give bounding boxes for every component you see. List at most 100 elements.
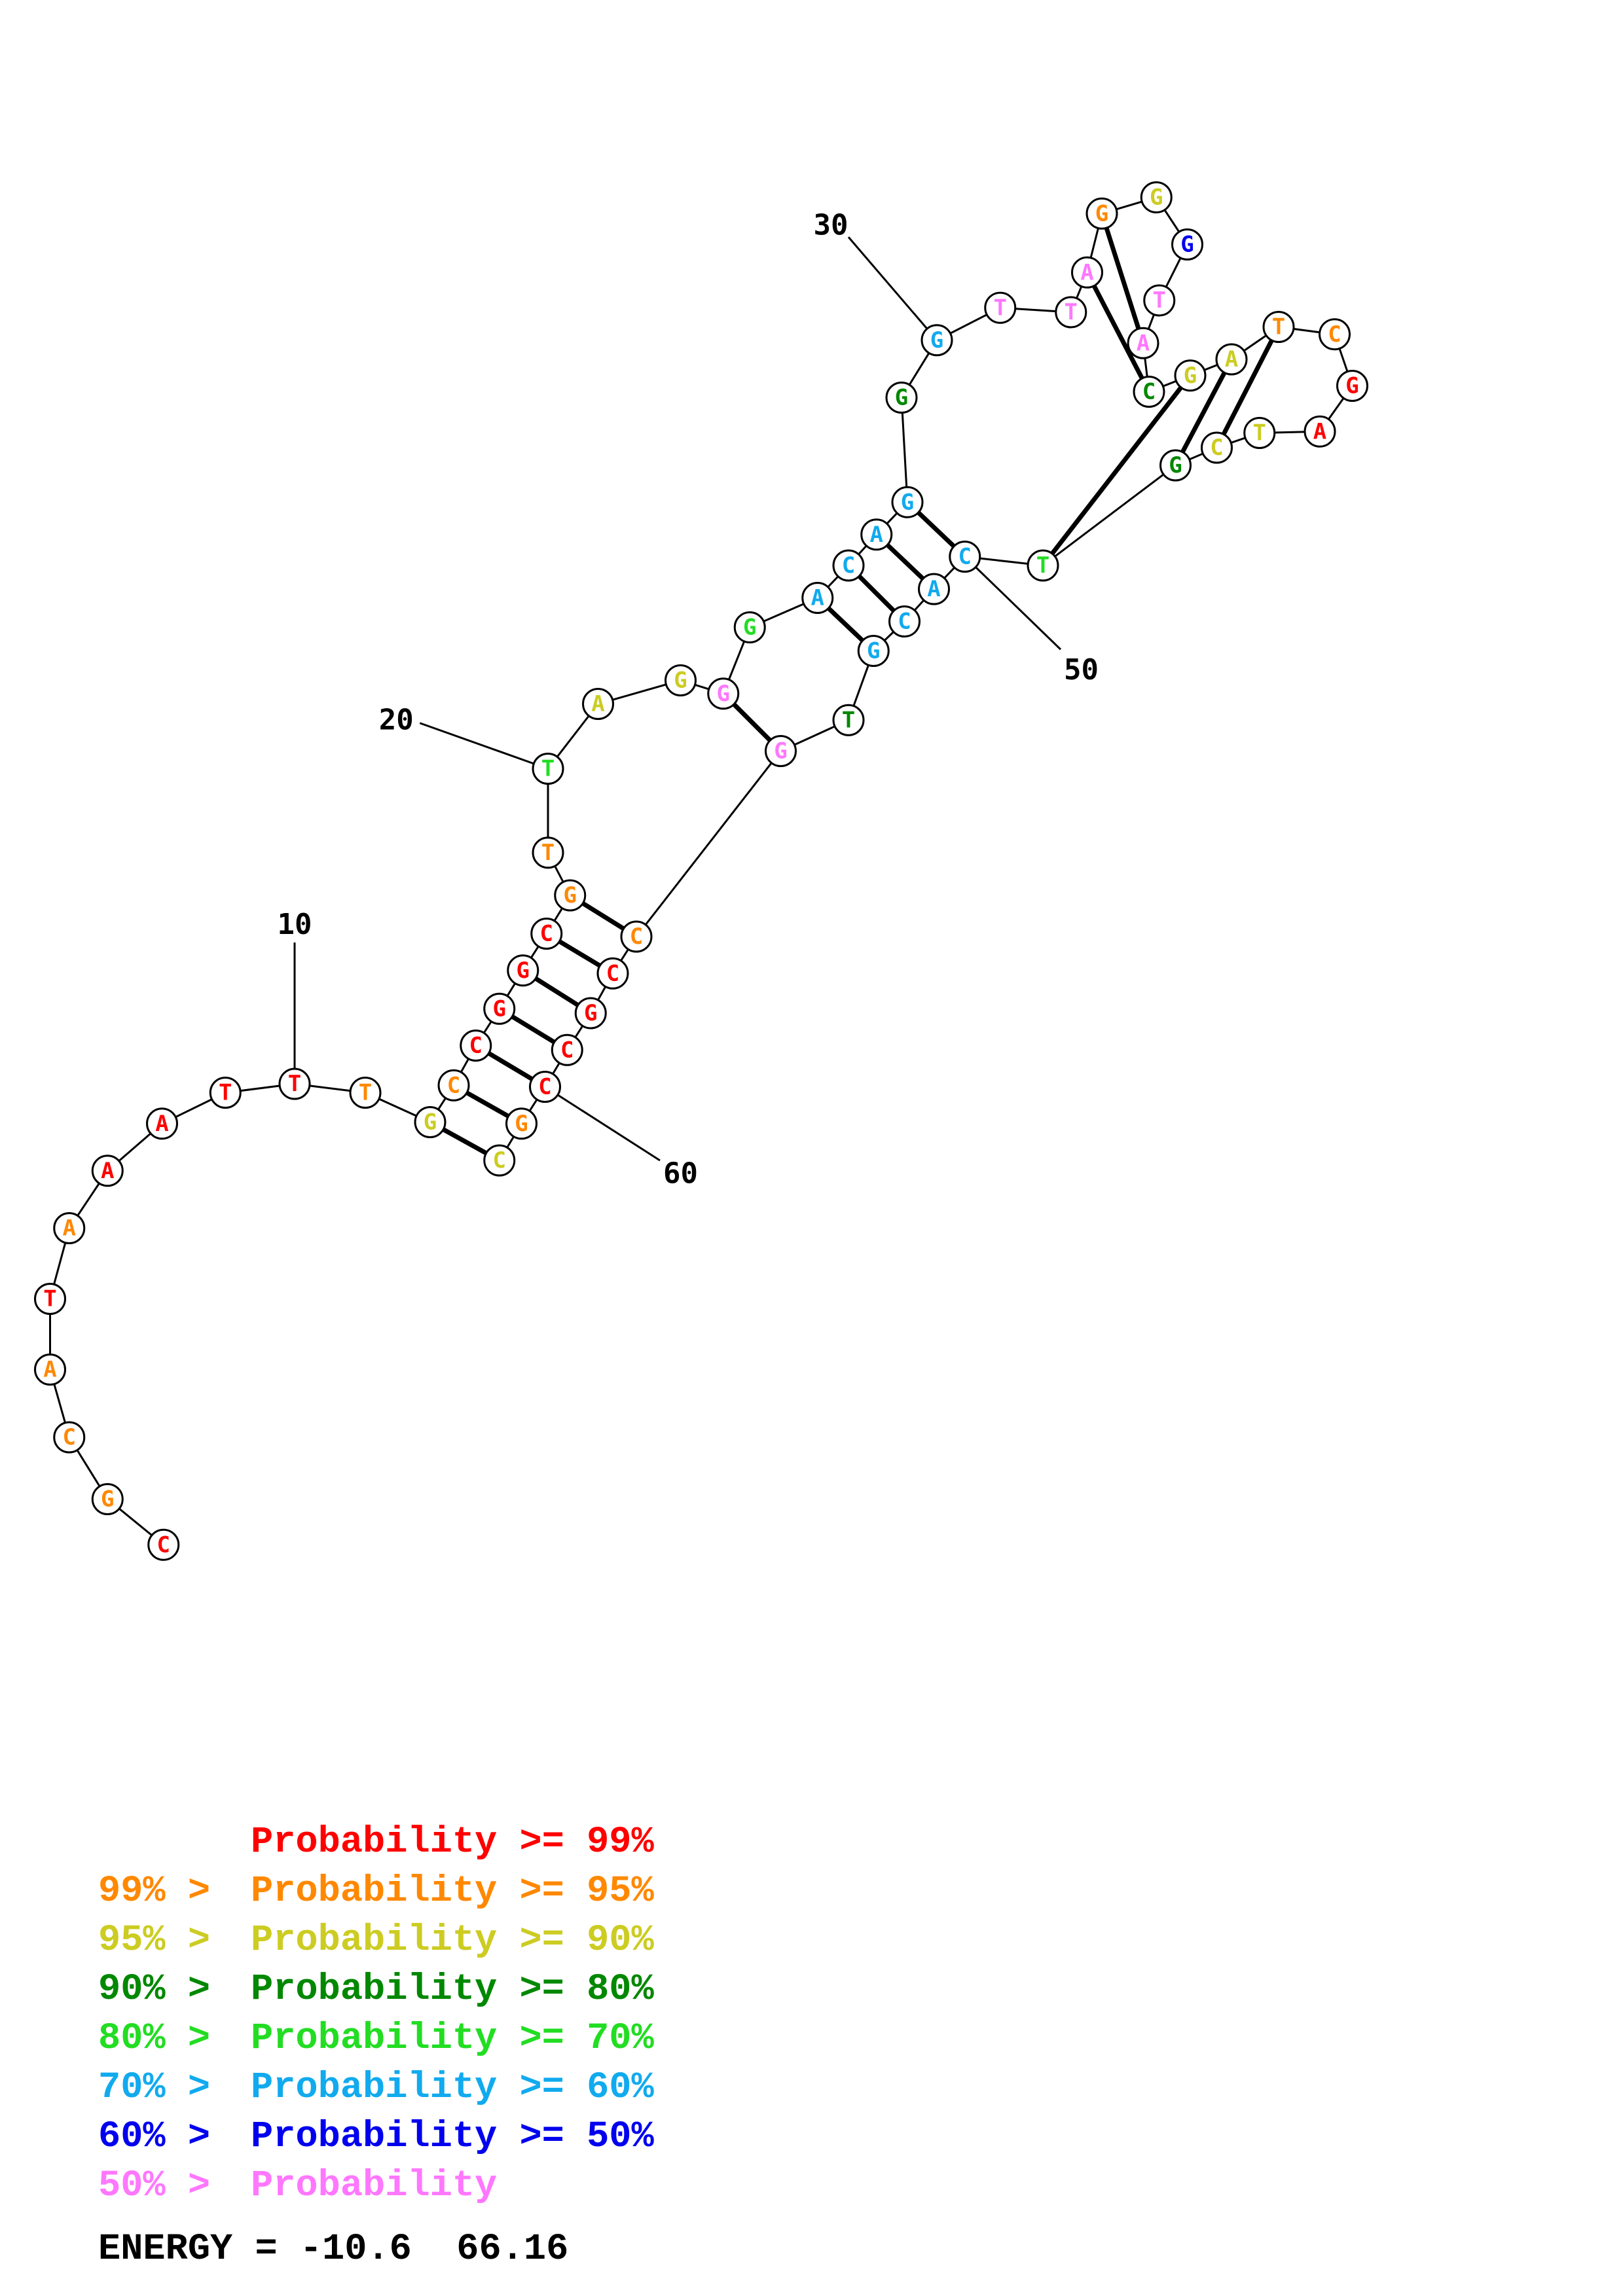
nucleotide-41: A <box>1215 343 1248 376</box>
nucleotide-55: G <box>765 735 797 767</box>
nucleotide-59: C <box>551 1033 583 1066</box>
nucleotide-23: G <box>707 677 740 710</box>
legend-range: 99% > <box>98 1871 211 1912</box>
nucleotide-49: T <box>1027 549 1059 582</box>
nucleotide-letter: G <box>101 1486 114 1513</box>
position-tick-50 <box>964 556 1062 651</box>
nucleotide-26: C <box>832 549 865 582</box>
nucleotide-letter: G <box>517 958 530 984</box>
base-pair-41-48 <box>1173 358 1234 467</box>
nucleotide-letter: C <box>157 1532 170 1558</box>
legend-row: 95% > Probability >= 90% <box>98 1918 753 1964</box>
nucleotide-letter: C <box>842 552 855 579</box>
nucleotide-letter: A <box>101 1158 114 1184</box>
legend-row: Probability >= 99% <box>98 1820 753 1865</box>
nucleotide-letter: T <box>994 295 1007 321</box>
position-label-10: 10 <box>278 908 312 941</box>
nucleotide-letter: C <box>630 924 643 950</box>
nucleotide-letter: T <box>288 1071 301 1097</box>
nucleotide-letter: A <box>811 585 824 611</box>
nucleotide-45: A <box>1304 415 1336 448</box>
nucleotide-letter: G <box>674 668 687 694</box>
nucleotide-35: G <box>1140 181 1173 213</box>
nucleotide-7: A <box>91 1155 124 1187</box>
nucleotide-letter: A <box>1313 418 1326 444</box>
nucleotide-letter: G <box>901 489 914 515</box>
nucleotide-47: C <box>1201 431 1233 464</box>
base-pair-40-49 <box>1041 374 1192 567</box>
base-pair-34-38 <box>1099 213 1146 344</box>
nucleotide-letter: G <box>1150 185 1163 211</box>
nucleotide-letter: G <box>564 882 577 908</box>
nucleotide-letter: T <box>359 1080 372 1106</box>
legend-range: 60% > <box>98 2116 211 2158</box>
nucleotide-27: A <box>860 518 893 551</box>
nucleotide-letter: A <box>63 1215 76 1242</box>
nucleotide-letter: T <box>541 840 555 866</box>
legend-text: Probability <box>251 2165 498 2207</box>
nucleotide-10: T <box>278 1067 311 1100</box>
nucleotide-42: T <box>1262 311 1295 343</box>
nucleotide-letter: A <box>1080 259 1093 285</box>
nucleotide-letter: G <box>584 1000 597 1026</box>
nucleotide-letter: G <box>895 385 908 411</box>
nucleotide-letter: T <box>43 1286 56 1312</box>
nucleotide-34: G <box>1085 197 1118 230</box>
nucleotide-33: A <box>1071 256 1103 289</box>
nucleotide-letter: A <box>870 522 883 548</box>
nucleotide-48: G <box>1159 449 1192 482</box>
nucleotide-62: C <box>483 1144 516 1177</box>
nucleotide-letter: C <box>540 921 553 947</box>
nucleotide-31: T <box>984 291 1017 324</box>
nucleotide-14: C <box>460 1030 492 1062</box>
nucleotide-22: G <box>665 664 697 696</box>
nucleotide-letter: G <box>1345 373 1359 399</box>
nucleotide-15: G <box>483 992 516 1025</box>
legend-range: 80% > <box>98 2018 211 2060</box>
legend-row: 90% > Probability >= 80% <box>98 1967 753 2013</box>
legend-row: 50% > Probability <box>98 2163 753 2209</box>
nucleotide-letter: C <box>469 1033 483 1059</box>
nucleotide-18: G <box>554 879 587 912</box>
legend-text: Probability >= 95% <box>251 1871 654 1912</box>
nucleotide-letter: T <box>1065 299 1078 325</box>
nucleotide-letter: T <box>541 756 555 782</box>
nucleotide-letter: G <box>1169 452 1182 478</box>
nucleotide-letter: C <box>538 1074 551 1100</box>
legend-row: 60% > Probability >= 50% <box>98 2114 753 2160</box>
nucleotide-20: T <box>532 753 564 785</box>
nucleotide-56: C <box>620 920 653 953</box>
nucleotide-letter: T <box>1253 420 1266 446</box>
legend-range: 70% > <box>98 2067 211 2109</box>
base-pair-33-39 <box>1085 271 1152 393</box>
nucleotide-37: T <box>1143 284 1176 317</box>
nucleotide-52: C <box>888 605 921 637</box>
legend-text: Probability >= 70% <box>251 2018 654 2060</box>
nucleotide-51: A <box>918 573 950 605</box>
nucleotide-61: G <box>505 1107 538 1140</box>
position-tick-60 <box>544 1086 661 1162</box>
position-tick-20 <box>419 722 549 770</box>
nucleotide-letter: G <box>1184 363 1197 389</box>
nucleotide-letter: G <box>743 615 756 641</box>
nucleotide-57: C <box>596 957 629 990</box>
nucleotide-9: T <box>209 1077 242 1109</box>
nucleotide-letter: C <box>1210 435 1223 461</box>
nucleotide-58: G <box>574 997 607 1030</box>
nucleotide-letter: C <box>63 1424 76 1450</box>
nucleotide-11: T <box>349 1077 382 1109</box>
nucleotide-13: C <box>437 1069 470 1102</box>
nucleotide-letter: C <box>1142 379 1156 405</box>
nucleotide-21: A <box>582 688 614 720</box>
legend-text: Probability >= 60% <box>251 2067 654 2109</box>
nucleotide-letter: T <box>1153 287 1166 314</box>
nucleotide-letter: G <box>930 327 943 353</box>
nucleotide-19: T <box>532 836 564 869</box>
nucleotide-letter: G <box>515 1111 528 1137</box>
nucleotide-40: G <box>1174 359 1207 392</box>
legend-row: 99% > Probability >= 95% <box>98 1869 753 1914</box>
nucleotide-44: G <box>1336 370 1368 402</box>
nucleotide-46: T <box>1243 417 1276 449</box>
